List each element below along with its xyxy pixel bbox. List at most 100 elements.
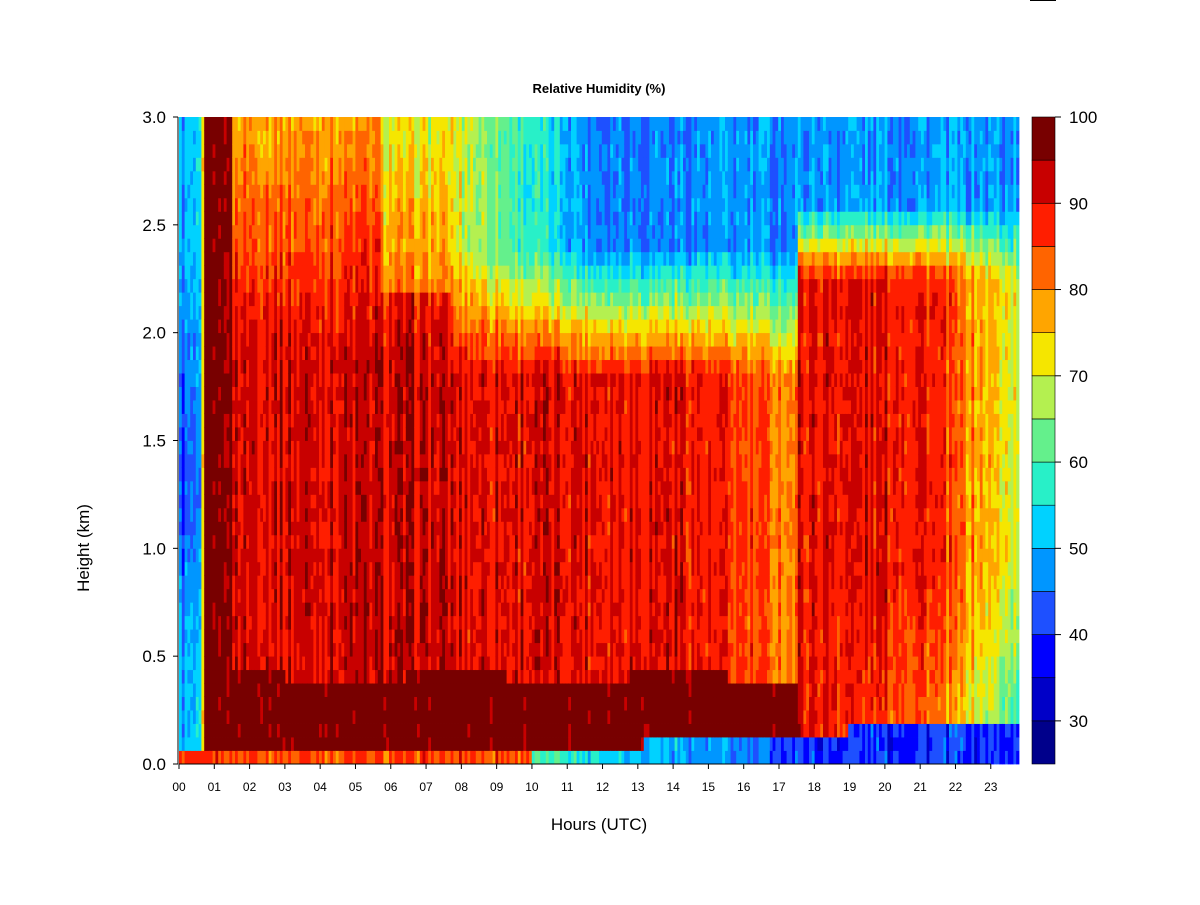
- heat-cell: [221, 197, 225, 212]
- heat-cell: [237, 696, 241, 711]
- heat-cell: [459, 238, 463, 253]
- heat-cell: [240, 548, 244, 563]
- heat-cell: [372, 534, 376, 549]
- heat-cell: [369, 184, 373, 199]
- heat-cell: [386, 278, 390, 293]
- heat-cell: [302, 453, 306, 468]
- heat-cell: [232, 292, 236, 307]
- heat-cell: [207, 602, 211, 617]
- heat-cell: [229, 427, 233, 441]
- heat-cell: [291, 170, 295, 185]
- heat-cell: [215, 319, 219, 334]
- heat-cell: [414, 117, 418, 131]
- heat-cell: [459, 278, 463, 293]
- heat-cell: [184, 117, 188, 131]
- heat-cell: [226, 184, 230, 199]
- heat-cell: [459, 251, 463, 266]
- heat-cell: [419, 278, 423, 293]
- heat-cell: [243, 130, 247, 145]
- heat-cell: [279, 710, 283, 724]
- heat-cell: [201, 440, 205, 455]
- heat-cell: [436, 211, 440, 226]
- heat-cell: [453, 615, 457, 630]
- heat-cell: [232, 170, 236, 185]
- heat-cell: [302, 346, 306, 361]
- heat-cell: [425, 683, 429, 698]
- heat-cell: [419, 117, 423, 131]
- heat-cell: [218, 467, 222, 482]
- heat-cell: [226, 602, 230, 617]
- heat-cell: [179, 427, 183, 441]
- heat-cell: [277, 710, 281, 724]
- heat-cell: [408, 494, 412, 509]
- heat-cell: [400, 184, 404, 199]
- heat-cell: [293, 440, 297, 455]
- heat-cell: [397, 332, 401, 347]
- heat-cell: [341, 629, 345, 644]
- heat-cell: [442, 184, 446, 199]
- heat-cell: [422, 561, 426, 576]
- heat-cell: [305, 548, 309, 563]
- heat-cell: [439, 211, 443, 226]
- heat-cell: [436, 602, 440, 617]
- heat-cell: [324, 292, 328, 307]
- heat-cell: [447, 683, 451, 698]
- heat-cell: [293, 265, 297, 280]
- heat-cell: [467, 224, 471, 239]
- heat-cell: [195, 332, 199, 347]
- heat-cell: [439, 629, 443, 644]
- heat-cell: [265, 117, 269, 131]
- heat-cell: [305, 561, 309, 576]
- heat-cell: [372, 453, 376, 468]
- heat-cell: [240, 238, 244, 253]
- heat-cell: [223, 737, 227, 751]
- heat-cell: [461, 602, 465, 617]
- heat-cell: [341, 548, 345, 563]
- heat-cell: [428, 238, 432, 253]
- heat-cell: [394, 534, 398, 549]
- heat-cell: [257, 373, 261, 387]
- heat-cell: [459, 696, 463, 711]
- heat-cell: [246, 413, 250, 428]
- heat-cell: [405, 211, 409, 226]
- heat-cell: [232, 130, 236, 145]
- heat-cell: [263, 197, 267, 212]
- heat-cell: [260, 534, 264, 549]
- heat-cell: [201, 629, 205, 644]
- heat-cell: [380, 332, 384, 347]
- heat-cell: [361, 305, 365, 320]
- heat-cell: [240, 117, 244, 131]
- heat-cell: [218, 548, 222, 563]
- heat-cell: [377, 265, 381, 280]
- heat-cell: [344, 400, 348, 414]
- heat-cell: [274, 710, 278, 724]
- heat-cell: [310, 723, 314, 738]
- heat-cell: [358, 723, 362, 738]
- heat-cell: [405, 696, 409, 711]
- heat-cell: [207, 440, 211, 455]
- heat-cell: [417, 117, 421, 131]
- heat-cell: [414, 278, 418, 293]
- heat-cell: [251, 494, 255, 509]
- heat-cell: [179, 534, 183, 549]
- heat-cell: [338, 534, 342, 549]
- heat-cell: [335, 575, 339, 590]
- heat-cell: [249, 346, 253, 361]
- heat-cell: [338, 332, 342, 347]
- heat-cell: [240, 224, 244, 239]
- heat-cell: [268, 534, 272, 549]
- heat-cell: [299, 197, 303, 212]
- heat-cell: [204, 413, 208, 428]
- heat-cell: [229, 723, 233, 738]
- heat-cell: [265, 710, 269, 724]
- heat-cell: [282, 224, 286, 239]
- heat-cell: [461, 400, 465, 414]
- heat-cell: [249, 211, 253, 226]
- heat-cell: [319, 346, 323, 361]
- heat-cell: [419, 238, 423, 253]
- heatmap-field: [179, 117, 1020, 765]
- heat-cell: [442, 750, 446, 765]
- heat-cell: [265, 723, 269, 738]
- heat-cell: [333, 440, 337, 455]
- heat-cell: [246, 427, 250, 441]
